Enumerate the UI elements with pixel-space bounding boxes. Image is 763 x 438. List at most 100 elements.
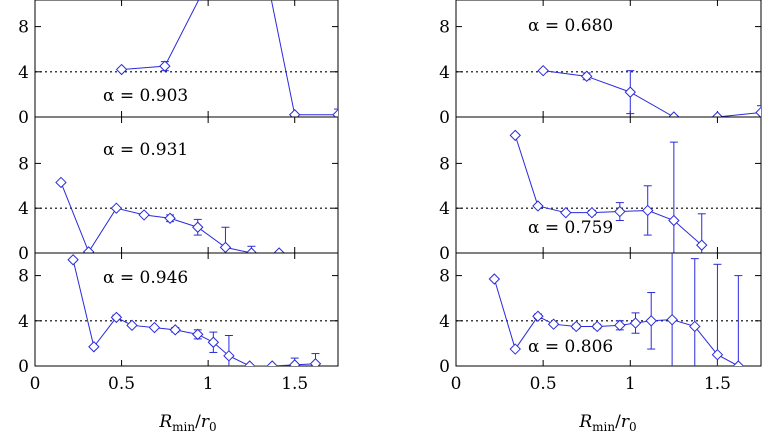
- data-point: [711, 111, 724, 117]
- data-point: [666, 313, 678, 326]
- x-axis-label-right: Rmin/r0: [578, 412, 636, 434]
- series: [509, 129, 708, 253]
- data-point: [126, 319, 138, 332]
- x-tick-label: 1: [203, 374, 214, 394]
- y-tick-label: 0: [439, 108, 450, 128]
- y-tick-label: 4: [439, 312, 450, 332]
- data-point: [586, 206, 598, 219]
- x-tick-label: 0: [451, 374, 462, 394]
- data-point: [266, 360, 278, 366]
- series: [488, 253, 745, 366]
- y-tick-label: 8: [439, 267, 450, 287]
- svg-text:Rmin/r0: Rmin/r0: [578, 412, 636, 434]
- data-point: [82, 246, 95, 253]
- panel-1: 0 4 8 α = 0.903: [18, 0, 339, 128]
- data-point: [696, 239, 708, 251]
- series-line: [543, 70, 761, 117]
- alpha-label: α = 0.903: [103, 86, 188, 106]
- data-point: [192, 328, 204, 341]
- data-point: [289, 359, 301, 366]
- data-point: [488, 273, 501, 285]
- data-point: [732, 360, 745, 366]
- data-point: [289, 109, 301, 117]
- right-column: 0 4 8 α = 0.680 0 4 8 α = 0.759 0 4 8 0 0.5 1 1.5 α = 0…: [439, 0, 762, 394]
- y-tick-label: 0: [18, 108, 29, 128]
- data-point: [591, 320, 603, 333]
- panel-6: 0 4 8 0 0.5 1 1.5 α = 0.806: [439, 252, 762, 394]
- alpha-label: α = 0.806: [528, 337, 613, 357]
- data-point: [509, 343, 521, 355]
- data-point: [192, 221, 204, 233]
- y-tick-label: 0: [18, 244, 29, 264]
- y-tick-label: 0: [18, 357, 29, 377]
- data-point: [67, 254, 79, 266]
- data-point: [245, 247, 258, 253]
- data-point: [509, 129, 521, 142]
- alpha-label: α = 0.759: [528, 218, 613, 238]
- panel-4: 0 4 8 α = 0.680: [439, 0, 762, 128]
- data-point: [223, 350, 235, 362]
- y-tick-label: 8: [18, 18, 29, 38]
- data-point: [547, 318, 560, 330]
- x-tick-label: 1.5: [704, 374, 731, 394]
- data-point: [309, 358, 322, 366]
- data-point: [668, 111, 680, 117]
- x-tick-label: 0: [30, 374, 41, 394]
- data-point: [755, 106, 761, 117]
- x-tick-label: 0.5: [108, 374, 135, 394]
- series-line: [121, 0, 338, 116]
- alpha-label: α = 0.946: [103, 268, 188, 288]
- panel-frame: [34, 252, 339, 367]
- y-tick-label: 4: [439, 63, 450, 83]
- panel-frame: [455, 252, 762, 367]
- alpha-label: α = 0.931: [103, 140, 188, 160]
- data-point: [624, 86, 636, 98]
- panel-5: 0 4 8 α = 0.759: [439, 116, 762, 264]
- left-column: 0 4 8 α = 0.903 0 4 8 α = 0.931 0 4 8 0 0.5 1 1.5 α = 0…: [18, 0, 339, 394]
- data-point: [570, 320, 582, 333]
- x-axis-label-left: Rmin/r0: [158, 412, 216, 434]
- data-point: [629, 317, 642, 329]
- x-tick-label: 1.5: [281, 374, 308, 394]
- series: [537, 64, 761, 117]
- data-point: [55, 176, 67, 189]
- data-point: [668, 214, 680, 227]
- y-tick-label: 8: [439, 154, 450, 174]
- y-tick-label: 8: [18, 154, 29, 174]
- data-point: [138, 209, 150, 221]
- data-point: [159, 60, 171, 72]
- data-point: [115, 63, 128, 76]
- x-tick-label: 0.5: [530, 374, 557, 394]
- data-point: [243, 360, 256, 366]
- series: [55, 176, 285, 253]
- data-point: [645, 315, 657, 327]
- data-point: [110, 202, 123, 214]
- data-point: [532, 200, 544, 212]
- y-tick-label: 4: [18, 312, 29, 332]
- data-point: [711, 348, 724, 361]
- data-point: [537, 64, 549, 77]
- series-line: [514, 135, 703, 246]
- data-point: [148, 321, 161, 334]
- data-point: [169, 324, 181, 336]
- y-tick-label: 8: [18, 267, 29, 287]
- panel-3: 0 4 8 0 0.5 1 1.5 α = 0.946: [18, 252, 339, 394]
- data-point: [614, 319, 626, 332]
- data-point: [689, 320, 701, 333]
- svg-text:Rmin/r0: Rmin/r0: [158, 412, 216, 434]
- data-point: [219, 241, 232, 253]
- y-tick-label: 4: [439, 199, 450, 219]
- data-point: [642, 204, 654, 217]
- data-point: [614, 205, 626, 218]
- data-point: [332, 109, 338, 117]
- data-point: [110, 311, 123, 324]
- x-tick-label: 1: [625, 374, 636, 394]
- series: [115, 0, 338, 117]
- panel-2: 0 4 8 α = 0.931: [18, 116, 339, 264]
- data-point: [581, 70, 593, 83]
- series: [67, 254, 322, 366]
- y-tick-label: 8: [439, 18, 450, 38]
- y-tick-label: 4: [18, 63, 29, 83]
- alpha-label: α = 0.680: [528, 16, 613, 36]
